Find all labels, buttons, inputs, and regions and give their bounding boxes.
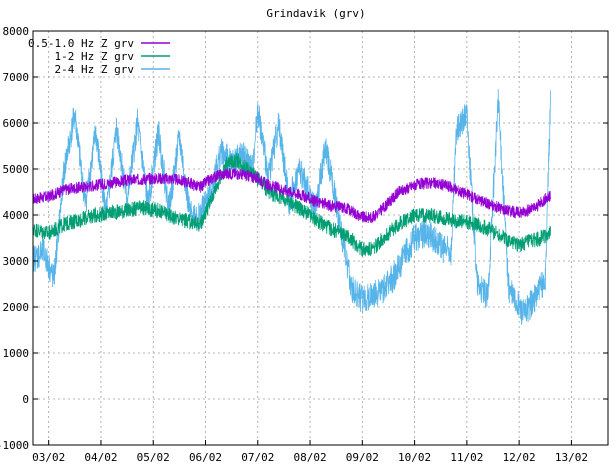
y-tick-label: 0	[22, 393, 29, 406]
series-line-1	[32, 152, 551, 258]
x-tick-label: 08/02	[293, 451, 326, 464]
x-tick-label: 10/02	[398, 451, 431, 464]
x-tick-label: 13/02	[555, 451, 588, 464]
y-tick-label: 6000	[3, 117, 30, 130]
legend-label: 0.5-1.0 Hz Z grv	[28, 37, 134, 50]
y-tick-label: 2000	[3, 301, 30, 314]
plot-frame	[32, 30, 609, 446]
x-tick-label: 07/02	[241, 451, 274, 464]
series-line-2	[32, 89, 551, 325]
y-tick-label: 7000	[3, 71, 30, 84]
grid	[33, 31, 608, 445]
series-layer	[32, 89, 551, 325]
series-line-0	[32, 167, 551, 224]
legend-label: 1-2 Hz Z grv	[55, 50, 135, 63]
x-tick-label: 12/02	[503, 451, 536, 464]
legend-label: 2-4 Hz Z grv	[55, 63, 135, 76]
x-tick-label: 04/02	[84, 451, 117, 464]
y-tick-label: 5000	[3, 163, 30, 176]
x-tick-label: 09/02	[346, 451, 379, 464]
y-tick-label: 4000	[3, 209, 30, 222]
y-tick-label: 1000	[3, 347, 30, 360]
y-tick-label: 8000	[3, 25, 30, 38]
x-tick-label: 06/02	[189, 451, 222, 464]
y-tick-label: 3000	[3, 255, 30, 268]
x-tick-label: 03/02	[32, 451, 65, 464]
x-tick-label: 05/02	[137, 451, 170, 464]
ticks: -1000 0 1000 2000 3000 4000 5000 6000 7000 8000 03…	[0, 25, 608, 464]
chart-title: Grindavik (grv)	[266, 7, 365, 20]
y-tick-label: -1000	[0, 439, 29, 452]
x-tick-label: 11/02	[450, 451, 483, 464]
